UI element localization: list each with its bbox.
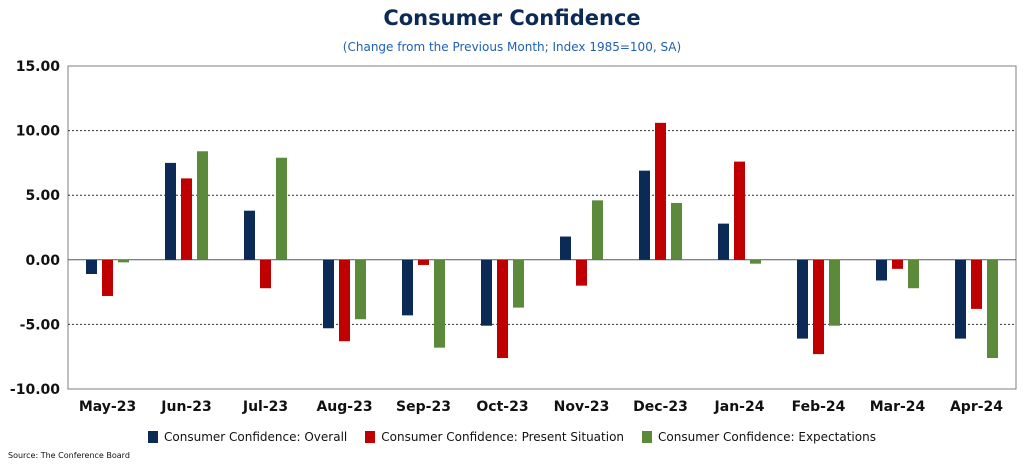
- bar: [955, 259, 966, 339]
- legend-label-overall: Consumer Confidence: Overall: [164, 430, 348, 444]
- bar: [102, 259, 113, 296]
- bar: [655, 122, 666, 260]
- bar: [197, 151, 208, 260]
- bar: [260, 259, 271, 289]
- y-tick-label: 0.00: [25, 253, 60, 269]
- bar: [434, 259, 445, 348]
- legend-label-expectations: Consumer Confidence: Expectations: [658, 430, 876, 444]
- bar: [497, 259, 508, 358]
- bar: [876, 259, 887, 281]
- bar: [481, 259, 492, 326]
- x-tick-label: Sep-23: [396, 399, 451, 415]
- bar: [813, 259, 824, 355]
- bar: [592, 200, 603, 260]
- x-tick-label: Oct-23: [476, 399, 528, 415]
- x-tick-label: Aug-23: [316, 399, 372, 415]
- bar: [560, 236, 571, 260]
- y-tick-label: -5.00: [20, 317, 61, 333]
- legend-label-present-situation: Consumer Confidence: Present Situation: [381, 430, 625, 444]
- bar: [576, 259, 587, 286]
- legend-swatch-present-situation: [365, 431, 376, 443]
- bar: [86, 259, 97, 275]
- bar: [513, 259, 524, 308]
- legend-item-expectations: Consumer Confidence: Expectations: [642, 430, 876, 444]
- x-tick-label: Jun-23: [160, 399, 211, 415]
- legend: Consumer Confidence: Overall Consumer Co…: [0, 430, 1024, 444]
- chart-subtitle: (Change from the Previous Month; Index 1…: [342, 40, 682, 54]
- bar: [908, 259, 919, 289]
- bar: [118, 259, 129, 263]
- bar: [718, 223, 729, 260]
- bar: [750, 259, 761, 264]
- bar: [671, 202, 682, 260]
- y-tick-label: 10.00: [16, 124, 61, 140]
- y-tick-label: 15.00: [16, 59, 61, 75]
- x-tick-label: Apr-24: [950, 399, 1003, 415]
- bar: [829, 259, 840, 326]
- legend-swatch-expectations: [642, 431, 653, 443]
- legend-swatch-overall: [148, 431, 159, 443]
- bar: [892, 259, 903, 269]
- legend-item-present-situation: Consumer Confidence: Present Situation: [365, 430, 624, 444]
- bar: [165, 162, 176, 260]
- bar: [734, 161, 745, 260]
- bar: [418, 259, 429, 265]
- chart-title: Consumer Confidence: [383, 6, 641, 30]
- bar: [244, 210, 255, 260]
- bar: [276, 157, 287, 260]
- y-tick-label: 5.00: [25, 188, 60, 204]
- y-tick-label: -10.00: [10, 382, 60, 398]
- bar: [181, 178, 192, 260]
- bar: [355, 259, 366, 320]
- x-tick-label: Dec-23: [633, 399, 688, 415]
- x-tick-label: Jul-23: [242, 399, 288, 415]
- bar: [971, 259, 982, 309]
- bar: [987, 259, 998, 358]
- bar: [402, 259, 413, 316]
- x-tick-label: May-23: [79, 399, 136, 415]
- bar: [323, 259, 334, 329]
- source-note: Source: The Conference Board: [8, 451, 130, 460]
- bar: [639, 170, 650, 260]
- plot-area: [67, 65, 1017, 390]
- x-tick-label: Mar-24: [870, 399, 926, 415]
- bar: [797, 259, 808, 339]
- x-tick-label: Feb-24: [792, 399, 846, 415]
- legend-item-overall: Consumer Confidence: Overall: [148, 430, 347, 444]
- x-tick-label: Jan-24: [714, 399, 765, 415]
- bar: [339, 259, 350, 342]
- x-tick-label: Nov-23: [554, 399, 610, 415]
